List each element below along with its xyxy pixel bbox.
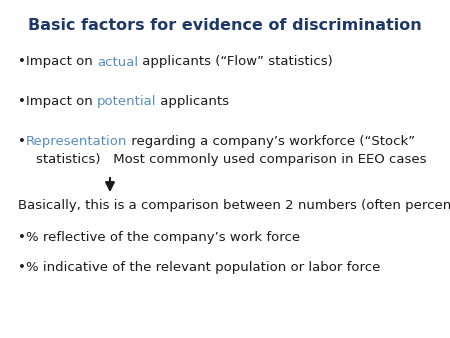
Text: •: • [18, 96, 26, 108]
Text: •: • [18, 55, 26, 69]
Text: statistics)   Most commonly used comparison in EEO cases: statistics) Most commonly used compariso… [36, 153, 427, 167]
Text: actual: actual [97, 55, 138, 69]
Text: applicants (“Flow” statistics): applicants (“Flow” statistics) [138, 55, 333, 69]
Text: •: • [18, 262, 26, 274]
Text: potential: potential [97, 96, 157, 108]
Text: Impact on: Impact on [26, 96, 97, 108]
Text: •: • [18, 136, 26, 148]
Text: Representation: Representation [26, 136, 127, 148]
Text: regarding a company’s workforce (“Stock”: regarding a company’s workforce (“Stock” [127, 136, 415, 148]
Text: Impact on: Impact on [26, 55, 97, 69]
Text: applicants: applicants [157, 96, 230, 108]
Text: •: • [18, 232, 26, 244]
Text: % reflective of the company’s work force: % reflective of the company’s work force [26, 232, 300, 244]
Text: Basically, this is a comparison between 2 numbers (often percentages): Basically, this is a comparison between … [18, 198, 450, 212]
Text: % indicative of the relevant population or labor force: % indicative of the relevant population … [26, 262, 380, 274]
Text: Basic factors for evidence of discrimination: Basic factors for evidence of discrimina… [28, 19, 422, 33]
